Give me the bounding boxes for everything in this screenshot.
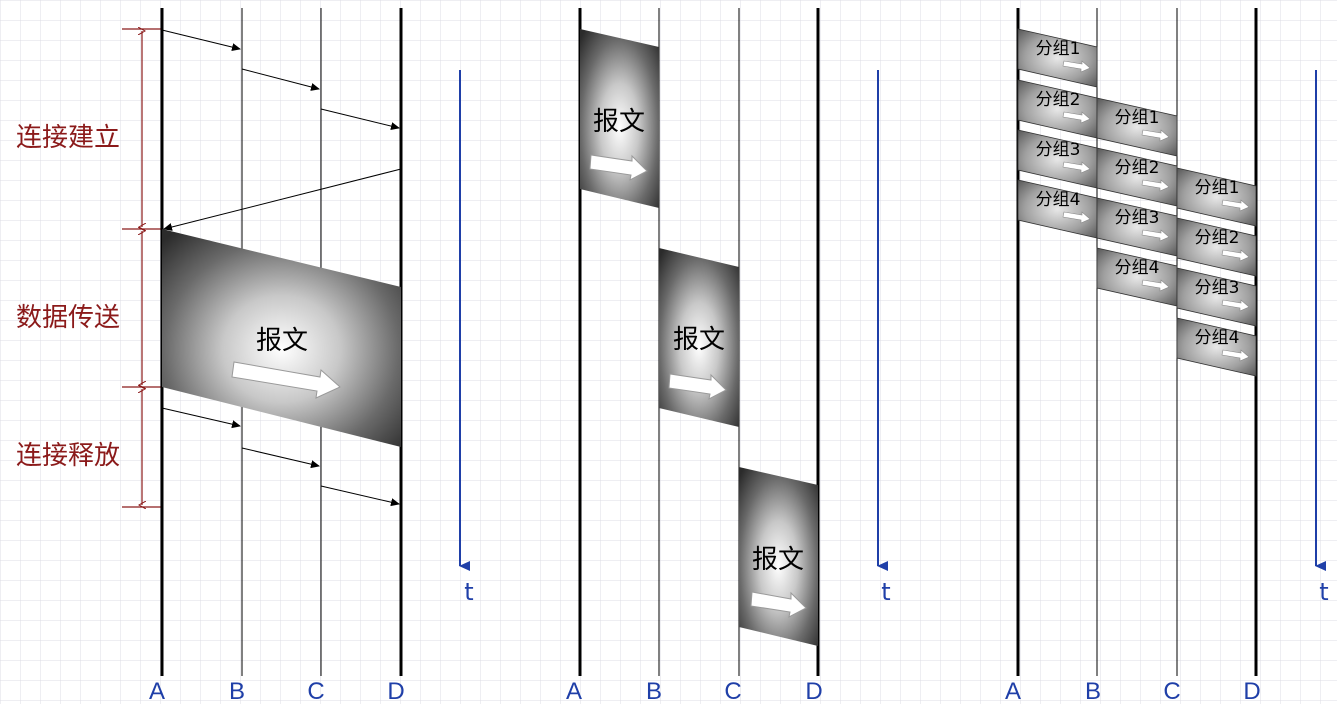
message-label: 报文 bbox=[256, 326, 308, 356]
packet-label: 分组2 bbox=[1115, 158, 1160, 178]
packet-hop3-4 bbox=[1176, 317, 1257, 377]
packet-label: 分组3 bbox=[1115, 208, 1160, 228]
node-label-a: A bbox=[1005, 678, 1021, 704]
circuit-switching-diagram: 报文 t A B C D bbox=[149, 8, 474, 704]
node-label-b: B bbox=[1085, 678, 1101, 704]
packet-label: 分组1 bbox=[1036, 39, 1081, 59]
time-axis-label: t bbox=[881, 578, 890, 606]
packet-arrow-icon bbox=[1221, 249, 1250, 262]
message-block bbox=[162, 229, 401, 447]
packet-label: 分组2 bbox=[1036, 90, 1081, 110]
packet-arrow-icon bbox=[1062, 60, 1091, 73]
packet-hop2-1 bbox=[1096, 97, 1178, 157]
node-label-d: D bbox=[1243, 678, 1260, 704]
packet-arrow-icon bbox=[1141, 279, 1170, 292]
time-axis-label: t bbox=[1319, 578, 1328, 606]
phase-label-connect: 连接建立 bbox=[16, 123, 120, 153]
message-hop-2-label: 报文 bbox=[673, 325, 725, 355]
release-arrow-bc bbox=[241, 447, 320, 469]
hop-1-arrow-icon bbox=[589, 154, 648, 181]
packet-label: 分组4 bbox=[1195, 328, 1240, 348]
packet-hop3-2 bbox=[1176, 217, 1257, 277]
hop-3-arrow-icon bbox=[750, 591, 807, 618]
phase-label-release: 连接释放 bbox=[16, 441, 120, 471]
packet-arrow-icon bbox=[1141, 229, 1170, 242]
direction-arrow-icon bbox=[231, 361, 341, 399]
packet-label: 分组1 bbox=[1195, 178, 1240, 198]
release-signals bbox=[161, 407, 400, 507]
node-label-c: C bbox=[1163, 678, 1180, 704]
packet-label: 分组1 bbox=[1115, 108, 1160, 128]
message-hop-3-label: 报文 bbox=[752, 545, 804, 575]
release-arrow-ab bbox=[161, 407, 241, 429]
time-axis-label: t bbox=[464, 578, 473, 606]
release-arrow-cd bbox=[320, 485, 400, 507]
packet-arrow-icon bbox=[1221, 199, 1250, 212]
phase-label-transfer: 数据传送 bbox=[16, 303, 120, 333]
node-label-b: B bbox=[646, 678, 662, 704]
node-label-a: A bbox=[566, 678, 582, 704]
packet-hop1-1 bbox=[1017, 28, 1098, 88]
packet-hop3-1 bbox=[1176, 167, 1257, 227]
packet-label: 分组2 bbox=[1195, 228, 1240, 248]
phase-brackets bbox=[122, 29, 162, 507]
packet-group: 分组1 分组2 分组3 分组4 分组1 分组2 分组3 分组4 分组1 分组2 分组3 分组4 bbox=[1017, 28, 1257, 377]
hop-2-arrow-icon bbox=[668, 373, 727, 400]
node-label-a: A bbox=[149, 678, 165, 704]
packet-label: 分组4 bbox=[1036, 190, 1081, 210]
packet-arrow-icon bbox=[1062, 111, 1091, 124]
packet-label: 分组3 bbox=[1036, 140, 1081, 160]
packet-label: 分组3 bbox=[1195, 278, 1240, 298]
packet-arrow-icon bbox=[1221, 299, 1250, 312]
node-label-d: D bbox=[387, 678, 404, 704]
packet-arrow-icon bbox=[1062, 161, 1091, 174]
connect-ack-arrow bbox=[163, 168, 402, 231]
node-label-c: C bbox=[724, 678, 741, 704]
connect-arrow-cd bbox=[320, 108, 400, 130]
packet-arrow-icon bbox=[1221, 349, 1250, 362]
connect-arrow-bc bbox=[241, 68, 320, 91]
packet-arrow-icon bbox=[1062, 211, 1091, 224]
message-switching-diagram: 报文 报文 报文 t A B C D bbox=[566, 8, 891, 704]
packet-label: 分组4 bbox=[1115, 258, 1160, 278]
packet-arrow-icon bbox=[1141, 129, 1170, 142]
packet-arrow-icon bbox=[1141, 179, 1170, 192]
connect-signals bbox=[161, 29, 402, 231]
packet-hop3-3 bbox=[1176, 267, 1257, 327]
packet-switching-diagram: 分组1 分组2 分组3 分组4 分组1 分组2 分组3 分组4 分组1 分组2 分组3 分组4 t A… bbox=[1005, 8, 1329, 704]
connect-arrow-ab bbox=[161, 29, 241, 51]
message-hop-1-label: 报文 bbox=[593, 107, 645, 137]
node-label-c: C bbox=[307, 678, 324, 704]
node-label-d: D bbox=[805, 678, 822, 704]
node-label-b: B bbox=[229, 678, 245, 704]
